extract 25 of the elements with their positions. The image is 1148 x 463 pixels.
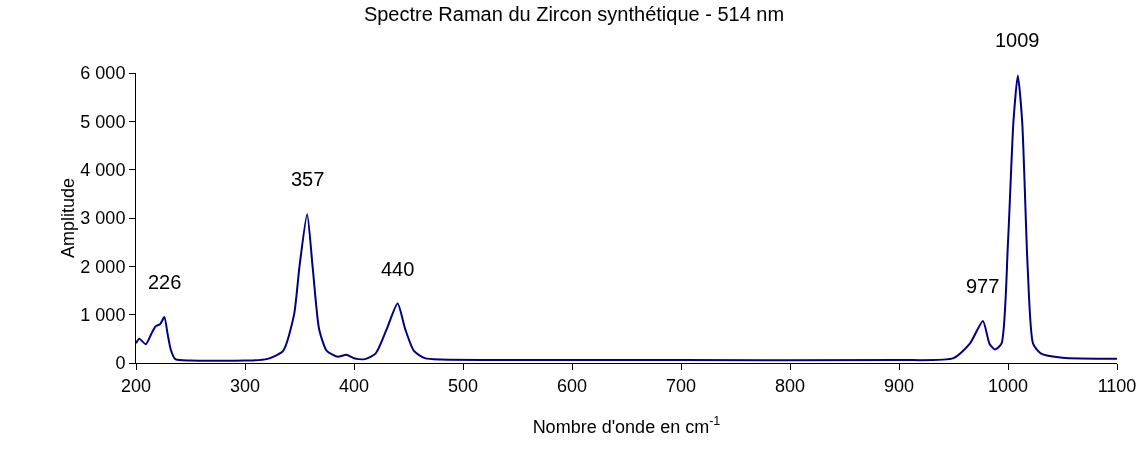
y-tick-label: 0 (115, 353, 126, 374)
y-tick-label: 3 000 (80, 208, 126, 229)
y-tick-label: 4 000 (80, 159, 126, 180)
x-tick-label: 200 (120, 375, 152, 396)
annotation: 977 (966, 275, 1000, 297)
y-tick-label: 5 000 (80, 111, 126, 132)
annotation: 226 (148, 271, 182, 293)
x-tick-label: 600 (556, 375, 588, 396)
x-tick-label: 800 (774, 375, 806, 396)
x-tick-label: 300 (229, 375, 261, 396)
x-tick-label: 700 (665, 375, 697, 396)
annotation: 440 (381, 258, 415, 280)
x-tick-label: 1000 (987, 375, 1029, 396)
annotation: 1009 (995, 29, 1040, 51)
y-tick-label: 1 000 (80, 304, 126, 325)
x-axis-title: Nombre d'onde en cm$^{-1}$ (532, 414, 721, 437)
x-tick-label: 500 (447, 375, 479, 396)
x-tick-label: 1100 (1097, 375, 1137, 396)
y-tick-label: 6 000 (80, 63, 126, 84)
x-tick-label: 900 (883, 375, 915, 396)
y-axis-title: Amplitude (58, 177, 79, 259)
annotation: 357 (291, 168, 325, 190)
chart-title: Spectre Raman du Zircon synthétique - 514 nm (363, 2, 785, 25)
y-tick-label: 2 000 (80, 256, 126, 277)
x-tick-label: 400 (338, 375, 370, 396)
